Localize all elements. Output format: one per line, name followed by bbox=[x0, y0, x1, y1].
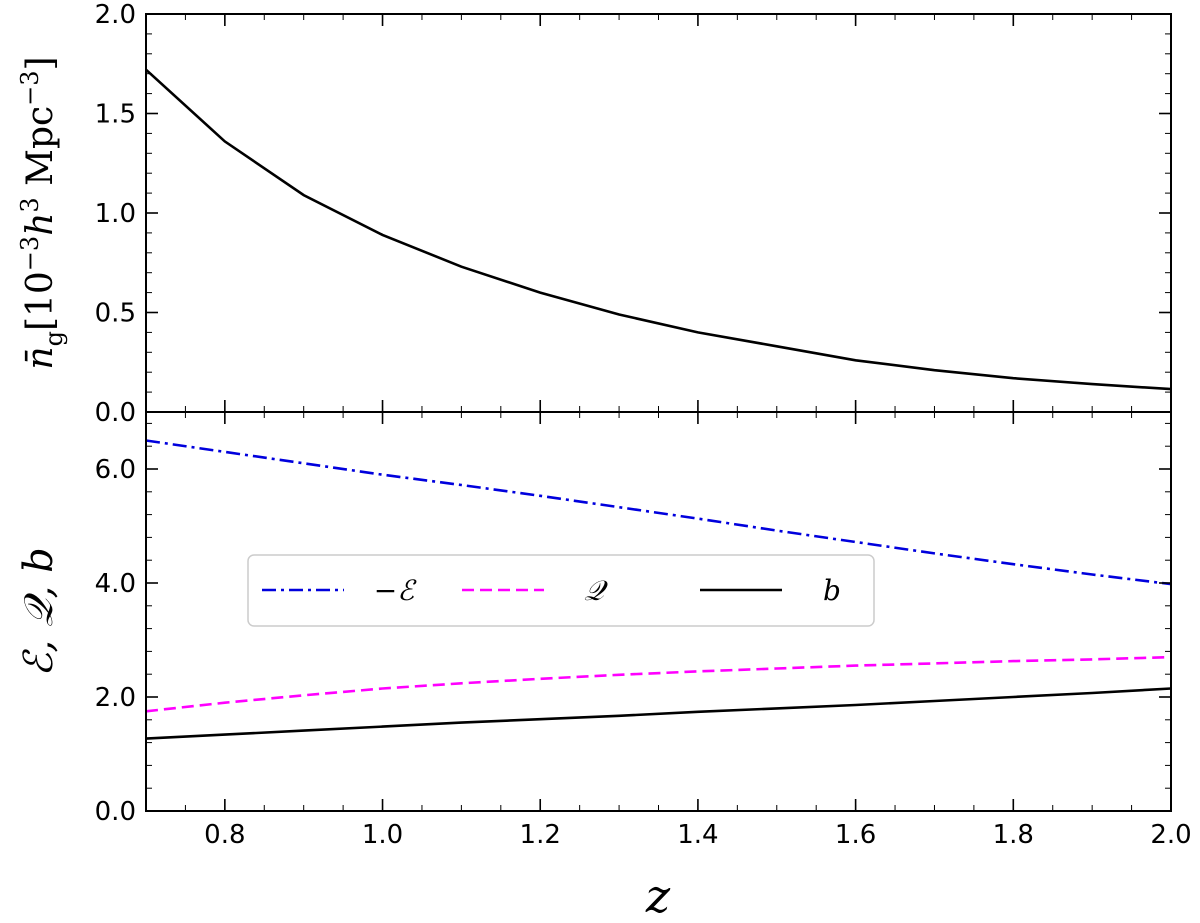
top-axes-frame bbox=[145, 13, 1172, 413]
xtick-label: 1.4 bbox=[677, 820, 718, 850]
xtick-label: 1.8 bbox=[993, 820, 1034, 850]
top-ylabel: n̄g[10−3h3 Mpc−3] bbox=[16, 56, 68, 369]
legend-box bbox=[247, 554, 875, 627]
top-ytick-label: 2.0 bbox=[95, 0, 136, 30]
legend-label-1: 𝒬 bbox=[584, 574, 608, 607]
legend-label-2: b bbox=[823, 574, 841, 607]
top-series-line-0 bbox=[145, 68, 1172, 391]
xtick-label: 1.2 bbox=[520, 820, 561, 850]
top-ylabel-main: n̄ bbox=[20, 346, 61, 369]
x-axis-label: z bbox=[645, 869, 671, 923]
top-ytick-label: 0.5 bbox=[95, 299, 136, 329]
bottom-axes-frame bbox=[145, 411, 1172, 812]
top-ytick-label: 0.0 bbox=[95, 398, 136, 428]
top-ytick-label: 1.5 bbox=[95, 100, 136, 130]
bottom-ytick-label: 0.0 bbox=[95, 797, 136, 827]
bottom-ylabel: ℰ, 𝒬, b bbox=[16, 547, 62, 676]
top-ticks: 0.0 0.5 1.0 1.5 2.0 bbox=[95, 0, 1172, 428]
top-ylabel-h: h bbox=[20, 213, 61, 236]
top-ylabel-rest: [10 bbox=[20, 271, 61, 331]
bottom-series-line-2 bbox=[145, 687, 1172, 740]
bottom-ytick-label: 2.0 bbox=[95, 683, 136, 713]
xtick-label: 1.6 bbox=[835, 820, 876, 850]
top-panel: 0.00.51.01.52.0 n̄g[10−3h3 Mpc−3] bbox=[16, 0, 1172, 428]
top-ylabel-close: ] bbox=[20, 56, 61, 70]
xtick-label: 2.0 bbox=[1150, 820, 1191, 850]
top-ylabel-unit: Mpc bbox=[20, 106, 61, 198]
legend-label-0: −ℰ bbox=[374, 574, 417, 607]
top-series-lines bbox=[145, 68, 1172, 391]
xtick-label: 1.0 bbox=[362, 820, 403, 850]
bottom-ticks: 0.0 2.0 4.0 6.0 0.8 1.0 1.2 1.4 1.6 1.8 2.0 bbox=[95, 412, 1192, 850]
top-ylabel-exp3: −3 bbox=[16, 70, 44, 105]
bottom-series-line-1 bbox=[145, 655, 1172, 713]
top-ylabel-sub: g bbox=[40, 331, 68, 346]
bottom-series-line-0 bbox=[145, 439, 1172, 586]
bottom-series-lines bbox=[145, 439, 1172, 740]
bottom-ytick-label: 4.0 bbox=[95, 569, 136, 599]
top-ytick-label: 1.0 bbox=[95, 199, 136, 229]
top-ylabel-exp2: 3 bbox=[16, 197, 44, 212]
xtick-label: 0.8 bbox=[204, 820, 245, 850]
bottom-panel: 0.0 2.0 4.0 6.0 0.8 1.0 1.2 1.4 1.6 1.8 2.0 ℰ, 𝒬, … bbox=[16, 411, 1192, 923]
top-ylabel-exp1: −3 bbox=[16, 236, 44, 271]
bottom-ytick-label: 6.0 bbox=[95, 455, 136, 485]
